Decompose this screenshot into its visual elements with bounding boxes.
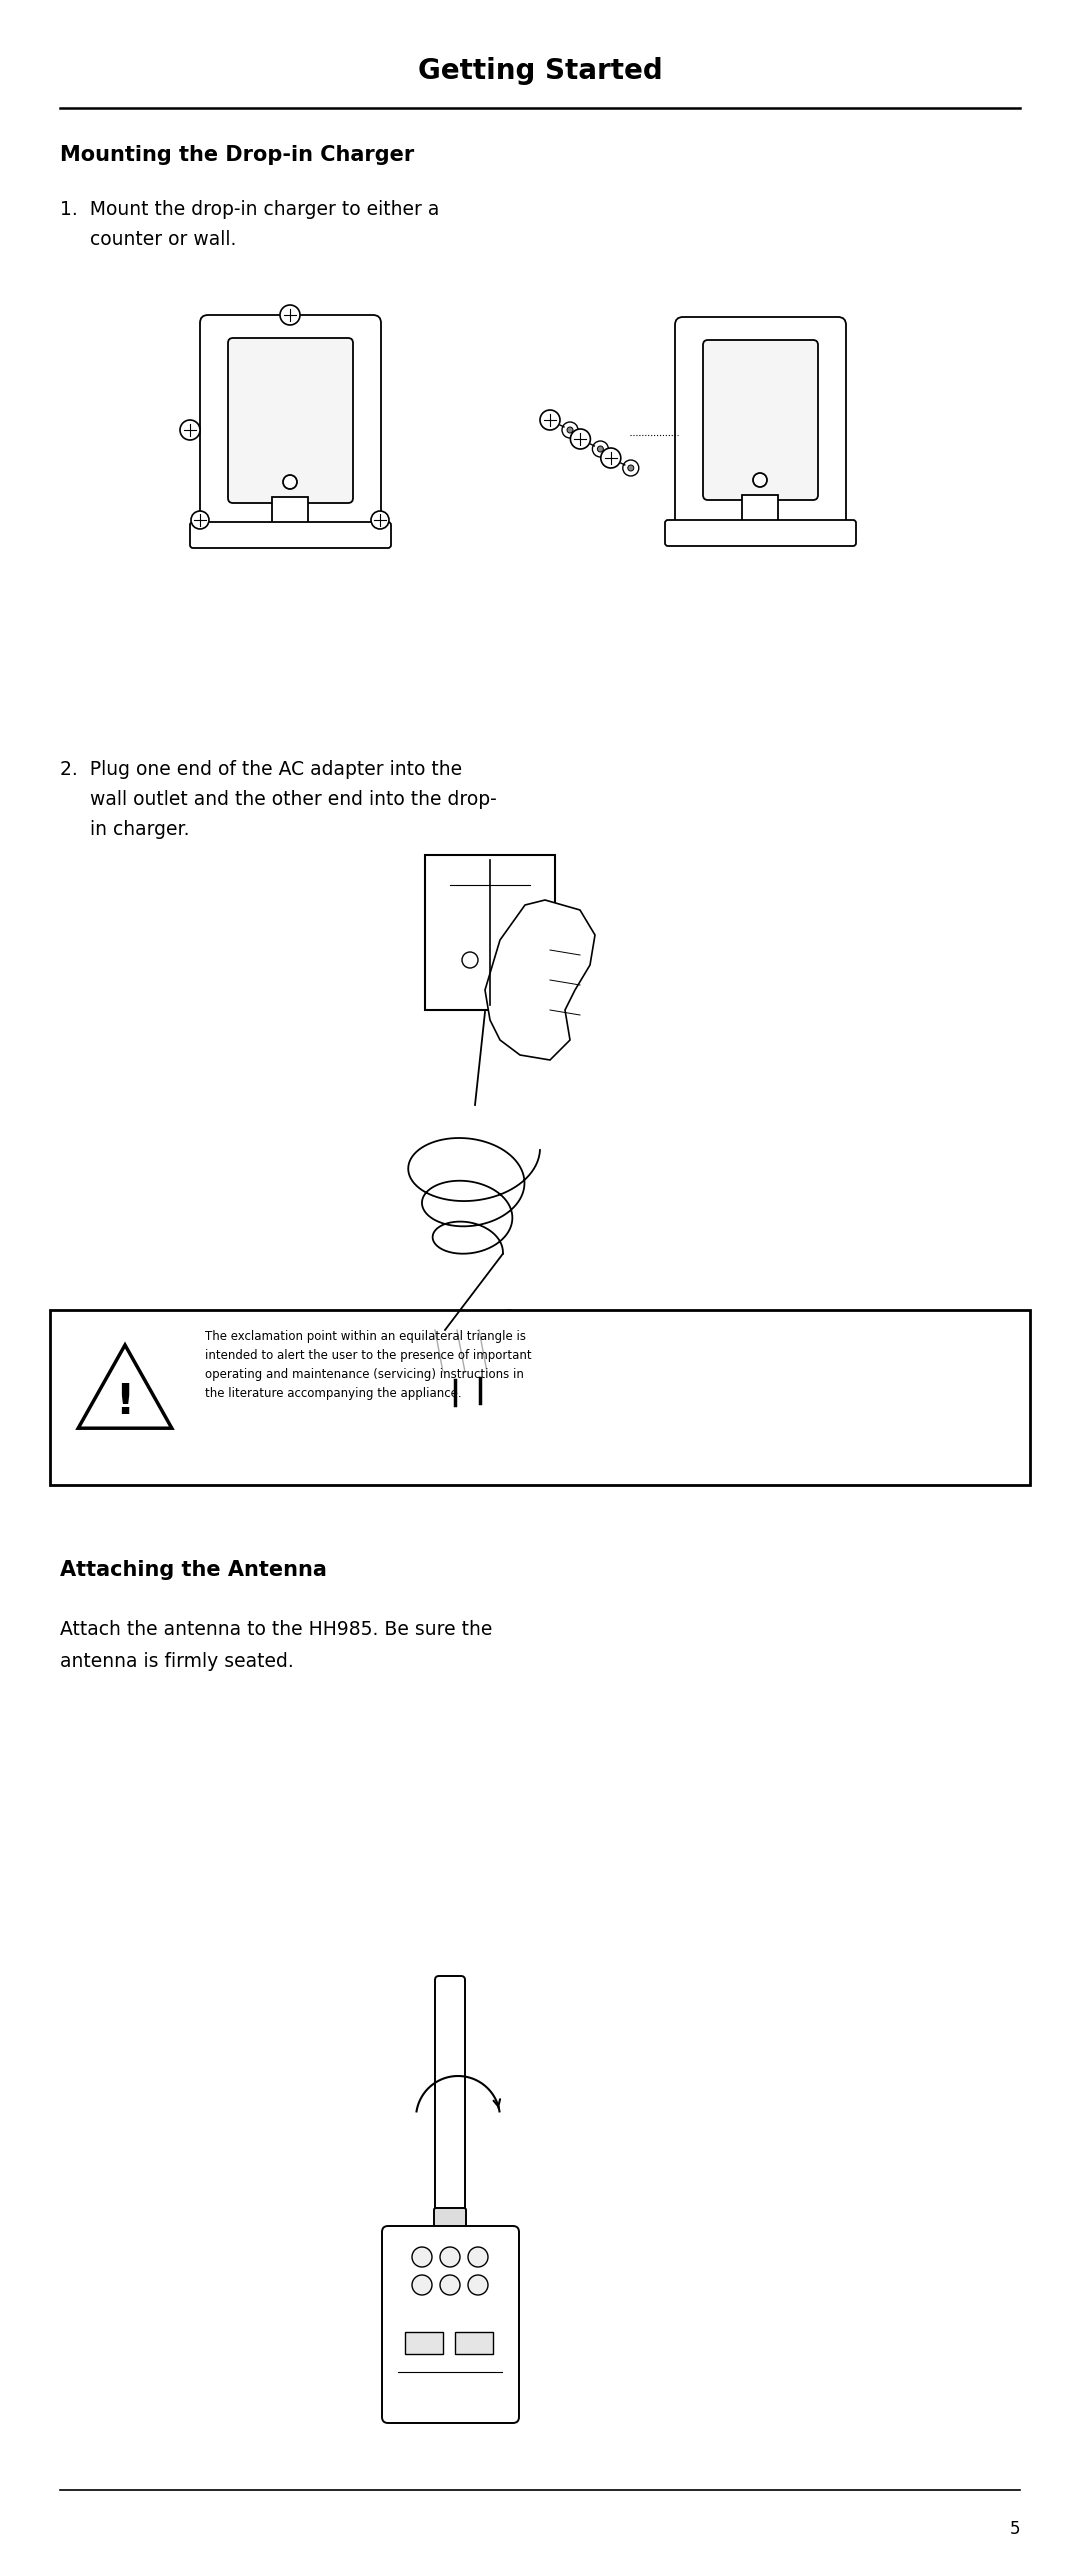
Text: counter or wall.: counter or wall. — [60, 231, 237, 249]
FancyBboxPatch shape — [382, 2226, 519, 2423]
Circle shape — [540, 410, 561, 431]
Text: !: ! — [116, 1382, 135, 1423]
Text: wall outlet and the other end into the drop-: wall outlet and the other end into the d… — [60, 790, 497, 810]
Text: The exclamation point within an equilateral triangle is
intended to alert the us: The exclamation point within an equilate… — [205, 1331, 531, 1400]
Circle shape — [623, 459, 638, 477]
Circle shape — [372, 510, 389, 528]
Circle shape — [468, 2246, 488, 2267]
Circle shape — [567, 428, 573, 433]
Circle shape — [180, 420, 200, 441]
Text: Getting Started: Getting Started — [418, 56, 662, 85]
Circle shape — [562, 423, 578, 438]
FancyBboxPatch shape — [703, 341, 818, 500]
Polygon shape — [78, 1346, 172, 1428]
Text: Attaching the Antenna: Attaching the Antenna — [60, 1559, 327, 1579]
Circle shape — [753, 472, 767, 487]
FancyBboxPatch shape — [190, 523, 391, 549]
Circle shape — [593, 441, 608, 456]
FancyBboxPatch shape — [200, 315, 381, 546]
Bar — [50, 1310, 1030, 1485]
Circle shape — [468, 2274, 488, 2295]
Bar — [742, 495, 778, 526]
Circle shape — [280, 305, 300, 326]
Circle shape — [440, 2274, 460, 2295]
Circle shape — [440, 2246, 460, 2267]
FancyBboxPatch shape — [665, 520, 856, 546]
Bar — [455, 2333, 492, 2354]
Text: 1.  Mount the drop-in charger to either a: 1. Mount the drop-in charger to either a — [60, 200, 440, 218]
Circle shape — [411, 2274, 432, 2295]
Circle shape — [283, 474, 297, 490]
Bar — [272, 497, 308, 528]
Text: Mounting the Drop-in Charger: Mounting the Drop-in Charger — [60, 146, 415, 164]
Polygon shape — [485, 900, 595, 1059]
FancyBboxPatch shape — [434, 2208, 465, 2233]
Circle shape — [191, 510, 210, 528]
Text: antenna is firmly seated.: antenna is firmly seated. — [60, 1651, 294, 1672]
Circle shape — [462, 951, 478, 969]
Text: Attach the antenna to the HH985. Be sure the: Attach the antenna to the HH985. Be sure… — [60, 1620, 492, 1638]
FancyBboxPatch shape — [675, 318, 846, 544]
Circle shape — [600, 449, 621, 469]
Polygon shape — [420, 1310, 519, 1379]
Circle shape — [627, 464, 634, 472]
Circle shape — [597, 446, 604, 451]
Text: in charger.: in charger. — [60, 820, 189, 838]
Circle shape — [570, 428, 591, 449]
FancyBboxPatch shape — [228, 338, 353, 503]
Bar — [405, 2333, 443, 2354]
Text: 2.  Plug one end of the AC adapter into the: 2. Plug one end of the AC adapter into t… — [60, 759, 462, 779]
Bar — [426, 854, 555, 1010]
Text: 5: 5 — [1010, 2520, 1020, 2538]
FancyBboxPatch shape — [435, 1977, 465, 2213]
Circle shape — [411, 2246, 432, 2267]
